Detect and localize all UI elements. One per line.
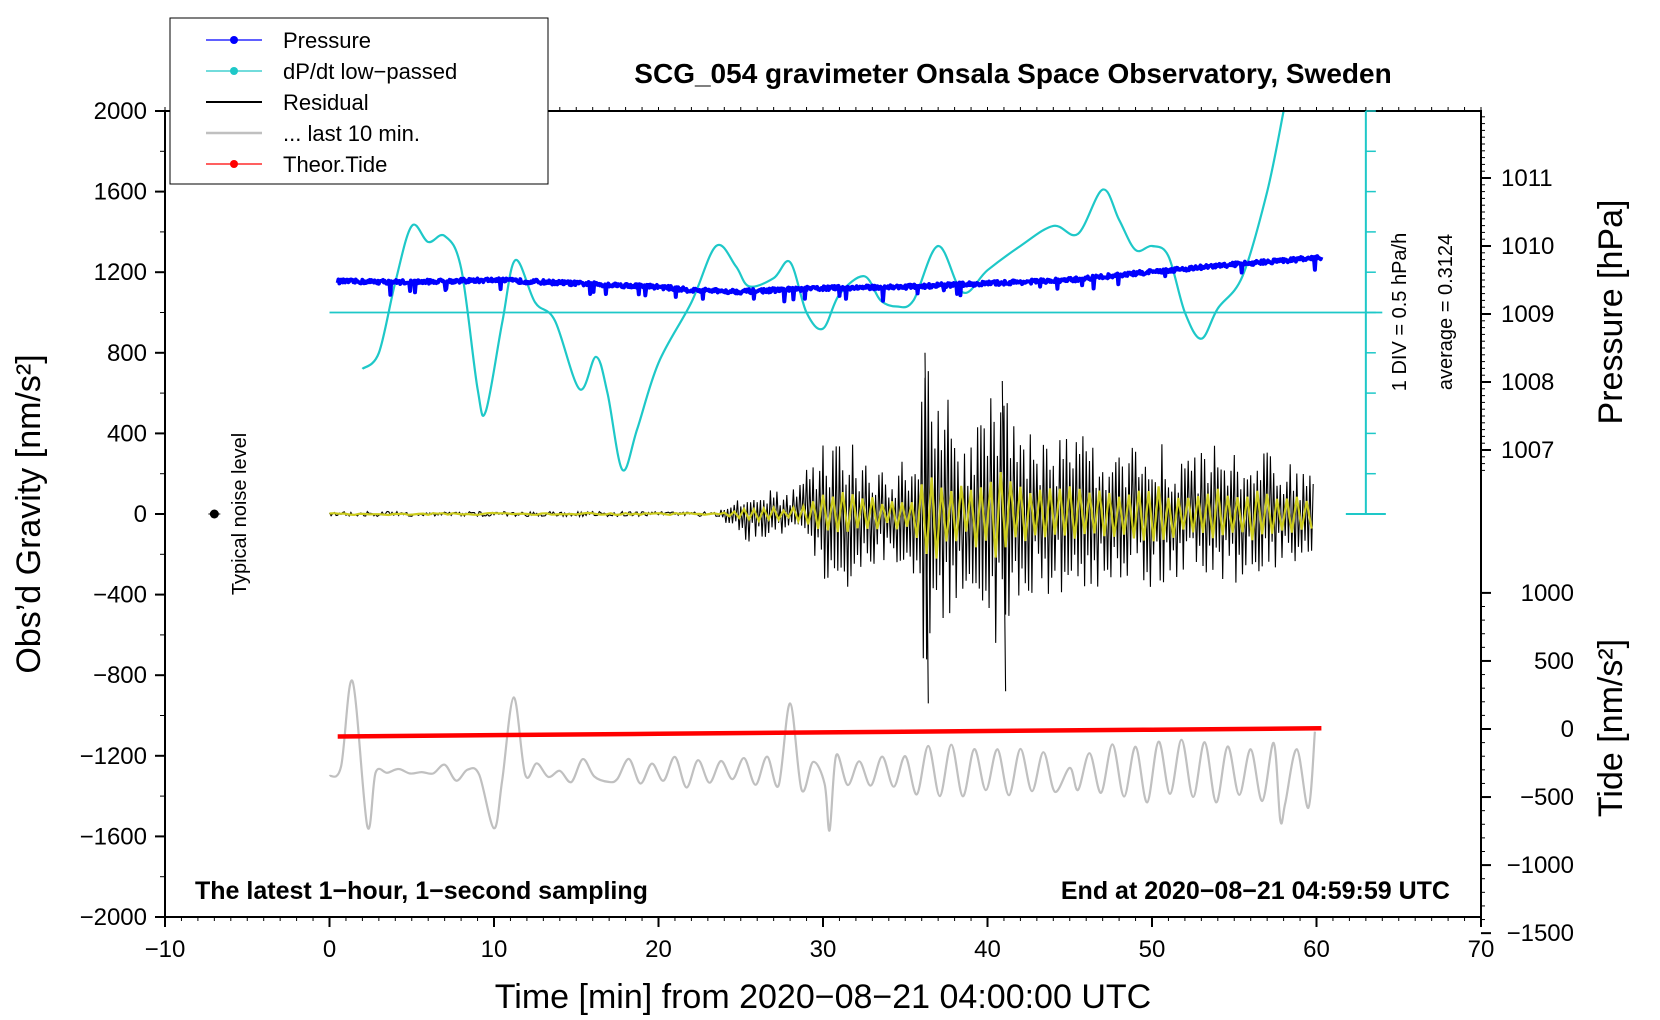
pressure-tick-label: 1007 [1501,437,1554,464]
x-tick-label: 50 [1139,936,1166,963]
residual-filtered-line [329,472,1313,559]
x-tick-label: 20 [645,936,672,963]
x-tick-label: 40 [974,936,1001,963]
y-tick-label-left: −800 [93,662,147,689]
chart-title: SCG_054 gravimeter Onsala Space Observat… [634,58,1391,89]
x-tick-label: 60 [1303,936,1330,963]
x-tick-label: 0 [323,936,336,963]
legend: Pressure dP/dt low−passed Residual ... l… [169,17,549,185]
y-tick-label-left: 2000 [94,98,147,125]
legend-marker-tide [230,160,238,168]
x-tick-label: 10 [481,936,508,963]
noise-label: Typical noise level [229,433,251,595]
y-axis-title-pressure: Pressure [hPa] [1592,200,1630,425]
x-axis-title: Time [min] from 2020−08−21 04:00:00 UTC [495,978,1151,1016]
legend-label-residual: Residual [283,90,369,115]
legend-item-residual: Residual [206,90,369,115]
legend-label-tide: Theor.Tide [283,152,387,177]
legend-marker-pressure [230,36,238,44]
x-tick-label: −10 [145,936,186,963]
div-label: 1 DIV = 0.5 hPa/h [1389,233,1411,391]
pressure-tick-label: 1008 [1501,369,1554,396]
legend-marker-dpdt [230,67,238,75]
series-layer [208,111,1383,832]
pressure-tick-label: 1009 [1501,301,1554,328]
pressure-line [335,254,1324,304]
y-tick-label-left: 400 [107,420,147,447]
average-label: average = 0.3124 [1435,234,1457,390]
legend-item-last10: ... last 10 min. [206,121,420,146]
y-tick-label-left: −2000 [80,904,147,931]
pressure-tick-label: 1010 [1501,233,1554,260]
bottom-left-annotation: The latest 1−hour, 1−second sampling [195,877,648,905]
x-tick-label: 70 [1468,936,1495,963]
tide-tick-label: −1500 [1507,920,1574,947]
text-layer: SCG_054 gravimeter Onsala Space Observat… [10,58,1630,1016]
y-tick-label-left: −400 [93,582,147,609]
y-tick-label-left: 800 [107,340,147,367]
last10-line [328,679,1316,832]
y-tick-label-left: 1200 [94,259,147,286]
y-tick-label-left: 0 [134,501,147,528]
noise-marker [209,509,219,519]
y-axis-title-tide: Tide [nm/s²] [1592,639,1630,817]
y-axis-title-left: Obs’d Gravity [nm/s²] [10,354,48,673]
tide-tick-label: −1000 [1507,852,1574,879]
x-tick-label: 30 [810,936,837,963]
tide-tick-label: 1000 [1521,580,1574,607]
y-tick-label-left: 1600 [94,179,147,206]
dpdt-line [361,111,1285,472]
y-tick-label-left: −1200 [80,743,147,770]
legend-label-pressure: Pressure [283,28,371,53]
y-tick-label-left: −1600 [80,823,147,850]
legend-label-last10: ... last 10 min. [283,121,420,146]
tide-line [337,726,1322,739]
tide-tick-label: 0 [1561,716,1574,743]
legend-label-dpdt: dP/dt low−passed [283,59,457,84]
legend-item-tide: Theor.Tide [206,152,387,177]
axes-layer: −10 0 10 20 30 40 50 60 70 −2000 −1600 −1200 −800 −40… [80,98,1574,963]
legend-item-pressure: Pressure [206,28,371,53]
tide-tick-label: 500 [1534,648,1574,675]
tide-tick-label: −500 [1520,784,1574,811]
pressure-tick-label: 1011 [1501,165,1553,192]
legend-item-dpdt: dP/dt low−passed [206,59,457,84]
bottom-right-annotation: End at 2020−08−21 04:59:59 UTC [1061,877,1450,905]
